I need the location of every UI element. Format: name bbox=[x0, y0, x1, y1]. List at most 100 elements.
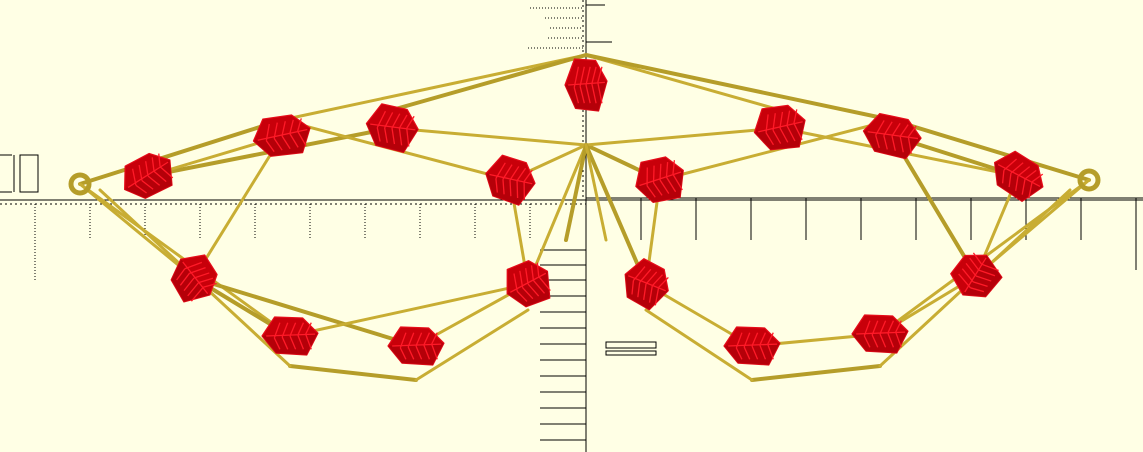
leaf-vein bbox=[887, 332, 895, 348]
leaf-vein bbox=[765, 132, 775, 146]
strut-15 bbox=[890, 118, 1091, 182]
leaf-vein bbox=[525, 268, 529, 285]
leaf-vein bbox=[652, 182, 663, 196]
leaf-vein bbox=[523, 181, 526, 200]
leaf-vein bbox=[1008, 173, 1012, 188]
strut-27 bbox=[750, 364, 882, 382]
leaf-vein bbox=[273, 122, 278, 139]
strut-38 bbox=[192, 134, 284, 280]
leaf-vein bbox=[289, 335, 297, 350]
strut-0 bbox=[78, 118, 284, 186]
leaf-vein bbox=[573, 66, 580, 88]
leaf-vein bbox=[297, 334, 305, 350]
leaf-vein bbox=[751, 332, 759, 347]
leaf-vein bbox=[1001, 170, 1005, 184]
leaf-vein bbox=[585, 66, 591, 86]
leaf-vein bbox=[536, 262, 540, 277]
leaf-shade bbox=[635, 170, 684, 203]
leaf-vein bbox=[415, 332, 423, 347]
leaf-vein bbox=[659, 163, 662, 181]
leaf-vein bbox=[958, 273, 971, 289]
leaf-vein bbox=[875, 120, 885, 136]
strut-22 bbox=[414, 308, 530, 382]
leaf-vein bbox=[907, 125, 917, 138]
leaf-vein bbox=[672, 160, 676, 175]
leaf-vein bbox=[652, 165, 655, 183]
leaf-vein bbox=[407, 332, 415, 348]
hanging-loops bbox=[68, 168, 1101, 196]
leaf-vein bbox=[158, 153, 161, 167]
leaf-vein bbox=[273, 322, 281, 339]
leaf-vein bbox=[138, 164, 143, 181]
strut-29 bbox=[644, 308, 754, 382]
leaf-16 bbox=[950, 252, 1003, 298]
leaf-11 bbox=[387, 326, 445, 366]
leaf-vein bbox=[297, 118, 302, 132]
leaf-5 bbox=[635, 156, 684, 203]
leaf-vein bbox=[579, 66, 585, 87]
x-neg-ticks bbox=[34, 204, 531, 280]
leaf-vein bbox=[516, 180, 519, 199]
leaf-vein bbox=[203, 282, 217, 288]
leaf-vein bbox=[1010, 162, 1024, 174]
leaf-vein bbox=[879, 320, 887, 335]
leaf-vein bbox=[651, 274, 663, 287]
leaf-vein bbox=[863, 335, 871, 348]
leaf-vein bbox=[772, 113, 776, 131]
leaf-shade bbox=[262, 333, 318, 355]
leaf-vein bbox=[891, 135, 896, 151]
strut-4 bbox=[280, 53, 588, 122]
leaf-vein bbox=[289, 322, 297, 337]
leaf-vein bbox=[281, 135, 291, 150]
leaf-vein bbox=[184, 261, 203, 270]
strut-18 bbox=[192, 276, 418, 348]
leaf-vein bbox=[423, 344, 431, 360]
leaf-vein bbox=[793, 123, 803, 141]
leaf-shade bbox=[863, 130, 922, 159]
leaf-15 bbox=[851, 314, 909, 354]
leaf-shade bbox=[388, 343, 444, 365]
strut-39 bbox=[890, 134, 978, 278]
leaf-vein bbox=[281, 121, 286, 137]
leaf-vein bbox=[273, 138, 283, 151]
leaf-vein bbox=[289, 133, 299, 148]
leaf-vein bbox=[648, 285, 653, 303]
leaf-vein bbox=[407, 346, 415, 360]
leaf-vein bbox=[145, 161, 149, 177]
leaf-vein bbox=[585, 84, 591, 104]
leaf-vein bbox=[871, 320, 879, 336]
leaf-shade bbox=[754, 120, 806, 150]
leaf-vein bbox=[281, 336, 289, 350]
strut-1 bbox=[78, 182, 196, 280]
leaf-vein bbox=[597, 82, 603, 104]
leaf-vein bbox=[519, 270, 524, 288]
leaf-vein bbox=[646, 185, 656, 198]
leaf-vein bbox=[1031, 173, 1044, 183]
leaf-vein bbox=[289, 119, 294, 134]
leaf-vein bbox=[495, 162, 506, 179]
leaf-vein bbox=[973, 281, 988, 287]
leaf-vein bbox=[965, 262, 977, 277]
leaf-vein bbox=[907, 136, 912, 154]
leaf-vein bbox=[871, 334, 879, 348]
leaf-vein bbox=[779, 111, 784, 129]
leaf-vein bbox=[772, 130, 782, 144]
leaf-vein bbox=[502, 179, 505, 195]
leaf-vein bbox=[597, 66, 603, 83]
leaf-vein bbox=[978, 269, 996, 277]
leaf-vein bbox=[970, 287, 985, 293]
leaf-4 bbox=[564, 58, 608, 112]
leaf-vein bbox=[183, 277, 195, 292]
leaf-vein bbox=[891, 122, 901, 137]
leaf-vein bbox=[376, 127, 381, 142]
strut-12 bbox=[584, 53, 894, 122]
leaf-vein bbox=[863, 320, 871, 337]
leaf-6 bbox=[753, 104, 806, 151]
leaf-vein bbox=[187, 282, 200, 297]
leaf-vein bbox=[415, 345, 423, 360]
leaf-9 bbox=[170, 254, 218, 303]
leaf-vein bbox=[502, 164, 513, 180]
